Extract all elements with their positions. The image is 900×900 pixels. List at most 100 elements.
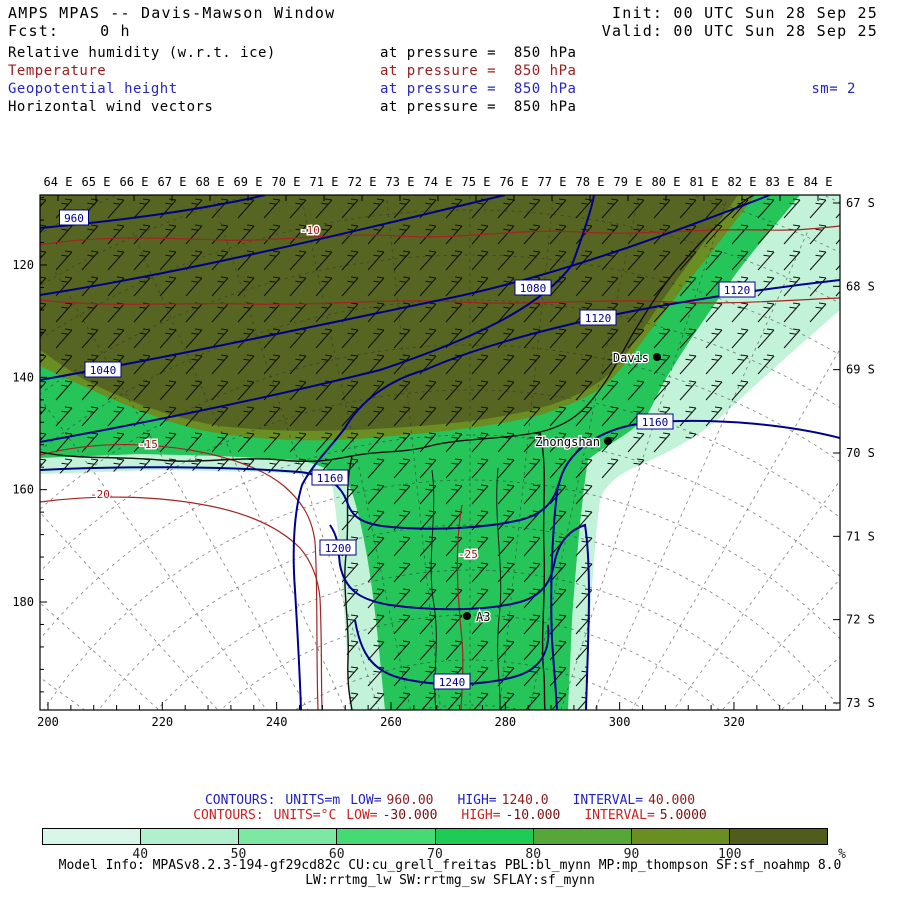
height-legend-line: CONTOURS: UNITS=m LOW= 960.00 HIGH= 1240.0 INT… [0,793,900,808]
legend-token: HIGH= [457,793,497,808]
lon-axis-label: 83 E [766,175,795,189]
lat-axis-label: 71 S [846,529,875,543]
legend-value: 40.000 [648,793,696,808]
lon-axis-label: 82 E [728,175,757,189]
init-time: Init: 00 UTC Sun 28 Sep 25 [612,4,878,22]
height-contour-labels: 960 1040 1080 1120 1120 1160 1160 1200 1240 [59,209,756,690]
lat-axis-label: 73 S [846,696,875,710]
legend-token: UNITS=°C [273,808,337,823]
colorbar-tick-label: 100 [718,847,742,862]
model-info: Model Info: MPASv8.2.3-194-gf29cd82c CU:… [0,858,900,888]
temperature-contours [40,225,840,710]
colorbar-cell [435,829,534,844]
lon-axis-label: 68 E [196,175,225,189]
colorbar-tick-label: 90 [623,847,640,862]
lon-axis-label: 71 E [310,175,339,189]
height-contour-label-box [579,309,617,326]
lon-axis-label: 73 E [386,175,415,189]
lon-axis-label: 69 E [234,175,263,189]
legend-value: 960.00 [386,793,434,808]
valid-time: Valid: 00 UTC Sun 28 Sep 25 [601,22,878,40]
grid-x-axis-label: 200 [37,715,59,729]
colorbar-tick-label: 60 [328,847,345,862]
station-label: A3 [476,610,490,624]
lat-axis-label: 72 S [846,613,875,627]
lon-axis-label: 64 E [44,175,73,189]
field-level-geopotential: at pressure = 850 hPa [380,81,577,97]
grid-x-axis-label: 320 [723,715,745,729]
height-contour-1080 [40,195,595,443]
legend-value: 1240.0 [501,793,549,808]
lon-axis-label: 74 E [424,175,453,189]
height-contour-label: 1120 [585,312,612,325]
legend-token: HIGH= [461,808,501,823]
temp-contour [40,297,840,305]
lon-axis-label: 72 E [348,175,377,189]
contour-legend: CONTOURS: UNITS=m LOW= 960.00 HIGH= 1240.0 INT… [0,793,900,823]
colorbar-unit-label: % [838,847,846,862]
field-name-wind: Horizontal wind vectors [8,99,214,115]
field-row-geopotential: Geopotential height at pressure = 850 hP… [0,81,900,99]
legend-token: CONTOURS: [193,808,264,823]
lon-axis-label: 65 E [82,175,111,189]
plot-title: AMPS MPAS -- Davis-Mawson Window [8,4,336,22]
height-contour-label: 1120 [724,284,751,297]
height-contour-1120 [292,279,840,710]
height-contour-label: 1200 [325,542,352,555]
lon-axis-label: 79 E [614,175,643,189]
grid-column-axis: 200 220 240 260 280 300 320 [37,715,745,729]
lon-axis-label: 75 E [462,175,491,189]
colorbar-cell [533,829,632,844]
field-row-wind: Horizontal wind vectors at pressure = 85… [0,99,900,117]
smoothing-label: sm= 2 [811,81,856,97]
height-contour-label: 1160 [642,416,669,429]
colorbar-labels: 40 50 60 70 80 90 100% [42,847,862,862]
legend-token: CONTOURS: [204,793,276,808]
station-label: Davis [613,351,649,365]
station-marker [463,612,471,620]
temp-contour-label: -15 [138,438,158,451]
field-level-wind: at pressure = 850 hPa [380,99,577,115]
colorbar-tick-label: 70 [427,847,443,862]
legend-token: INTERVAL= [572,793,644,808]
colorbar-tick-label: 50 [230,847,247,862]
map-panel: 960 1040 1080 1120 1120 1160 1160 1200 1240 -10-… [0,170,900,750]
colorbar-cell [337,829,436,844]
lon-axis-label: 81 E [690,175,719,189]
colorbar-cell [729,829,827,844]
height-contour-label: 1040 [90,364,117,377]
station-marker [653,353,661,361]
height-contour-1000 [40,195,506,296]
colorbar-cell [43,829,142,844]
field-name-rh: Relative humidity (w.r.t. ice) [8,45,276,61]
lon-axis-label: 70 E [272,175,301,189]
temp-contour-label: -25 [458,548,478,561]
grid-y-axis-label: 120 [12,258,34,272]
model-info-line-2: LW:rrtmg_lw SW:rrtmg_sw SFLAY:sf_mynn [305,873,595,888]
temp-contour [40,443,319,710]
legend-token: INTERVAL= [584,808,655,823]
station-label: Zhongshan [535,435,600,449]
coastline-amery-east [539,431,546,710]
model-info-line-1: Model Info: MPASv8.2.3-194-gf29cd82c CU:… [58,858,842,873]
lon-axis-label: 66 E [120,175,149,189]
grid-x-axis-label: 220 [151,715,173,729]
height-contour-label-box [636,413,674,430]
temp-legend-line: CONTOURS: UNITS=°C LOW= -30.000 HIGH= -10.000… [0,808,900,823]
legend-value: 5.0000 [659,808,707,823]
height-contour-label-box [718,281,756,298]
legend-value: -10.000 [505,808,561,823]
height-contour-label-box [514,279,552,296]
height-contour-label: 960 [64,212,84,225]
colorbar-cells [42,828,828,845]
legend-token: LOW= [350,793,382,808]
lon-axis-label: 67 E [158,175,187,189]
terrain-contour [496,467,502,710]
grid-y-axis-label: 180 [12,595,34,609]
lon-axis-label: 80 E [652,175,681,189]
lon-axis-label: 77 E [538,175,567,189]
lat-axis-label: 69 S [846,363,875,377]
grid-x-axis-label: 260 [380,715,402,729]
